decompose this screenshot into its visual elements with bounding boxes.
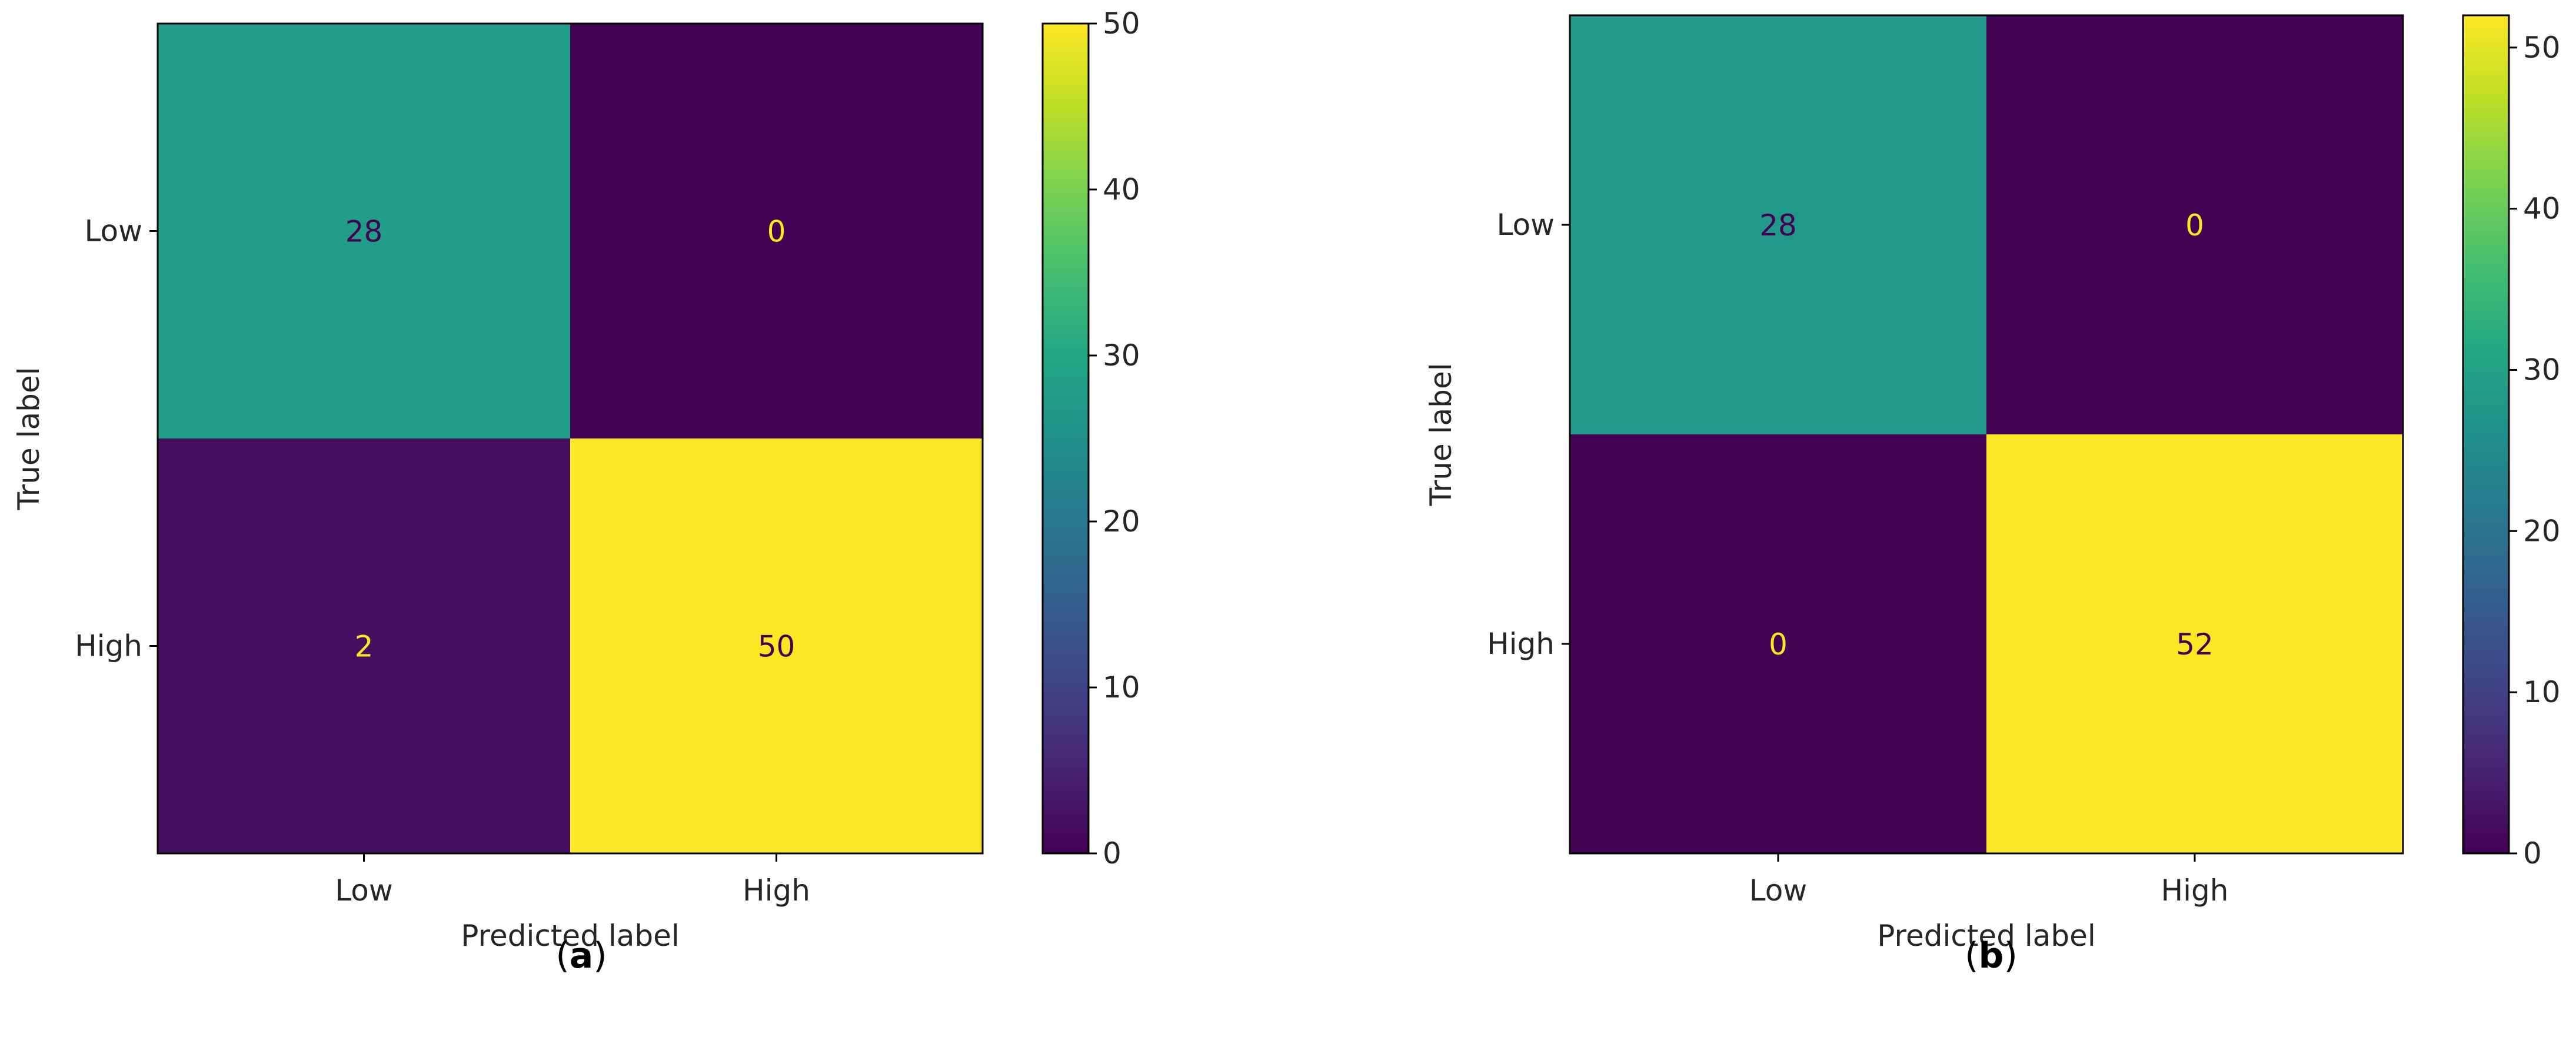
cell-value-label: 2 [355, 630, 374, 664]
colorbar-tick-label: 30 [1103, 338, 1140, 373]
cell-value-label: 0 [2185, 208, 2204, 242]
y-tick-label: High [75, 629, 142, 663]
y-axis-label: True label [1424, 363, 1458, 506]
panel-caption: (a) [555, 935, 607, 976]
colorbar-tick-label: 0 [1103, 836, 1121, 870]
colorbar [2462, 14, 2510, 855]
cell-value-label: 0 [767, 215, 786, 249]
x-tick-label: High [743, 873, 810, 908]
colorbar-tick-label: 50 [1103, 6, 1140, 41]
colorbar-tick-label: 30 [2523, 353, 2561, 387]
colorbar-tick-label: 20 [1103, 504, 1140, 539]
matrix-cell [1986, 434, 2403, 853]
x-tick-label: High [2161, 873, 2229, 908]
cell-value-label: 52 [2176, 627, 2214, 662]
colorbar-tick-label: 40 [1103, 172, 1140, 207]
colorbar-tick-label: 20 [2523, 514, 2561, 548]
x-tick-label: Low [1749, 873, 1807, 908]
matrix-cell [570, 438, 983, 853]
x-axis-label: Predicted label [1877, 919, 2096, 953]
colorbar-tick-label: 10 [1103, 670, 1140, 705]
matrix-cell [1986, 15, 2403, 434]
confusion-matrix-panel-b: 28 0 0 52 Low High Low High Predicted label True … [1424, 14, 2561, 976]
caption-close-paren: ) [2003, 935, 2017, 976]
caption-open-paren: ( [555, 935, 569, 976]
plot-frame [157, 22, 984, 855]
x-axis-label: Predicted label [461, 919, 680, 953]
cell-value-label: 28 [345, 215, 383, 249]
confusion-matrix-panel-a: 28 0 2 50 Low High Low High Predicted label True … [12, 6, 1140, 976]
matrix-cell [158, 438, 570, 853]
matrix-cell [1570, 434, 1986, 853]
matrix-cell [1570, 15, 1986, 434]
colorbar-tick-label: 10 [2523, 675, 2561, 709]
y-tick-label: High [1487, 627, 1555, 661]
y-axis-label: True label [12, 367, 46, 510]
x-tick-label: Low [335, 873, 392, 908]
y-tick-label: Low [85, 214, 142, 248]
matrix-cell [570, 24, 983, 438]
cell-value-label: 50 [758, 630, 796, 664]
colorbar-tick-label: 40 [2523, 192, 2561, 226]
caption-open-paren: ( [1965, 935, 1978, 976]
y-tick-label: Low [1497, 208, 1555, 242]
colorbar-tick-label: 0 [2523, 836, 2542, 870]
caption-close-paren: ) [593, 935, 607, 976]
plot-frame [1569, 14, 2404, 855]
cell-value-label: 0 [1769, 627, 1788, 662]
cell-value-label: 28 [1759, 208, 1797, 242]
matrix-cell [158, 24, 570, 438]
panel-caption: (b) [1965, 935, 2018, 976]
caption-letter: a [570, 935, 594, 976]
colorbar [1041, 22, 1090, 855]
caption-letter: b [1979, 935, 2004, 976]
colorbar-tick-label: 50 [2523, 31, 2561, 65]
